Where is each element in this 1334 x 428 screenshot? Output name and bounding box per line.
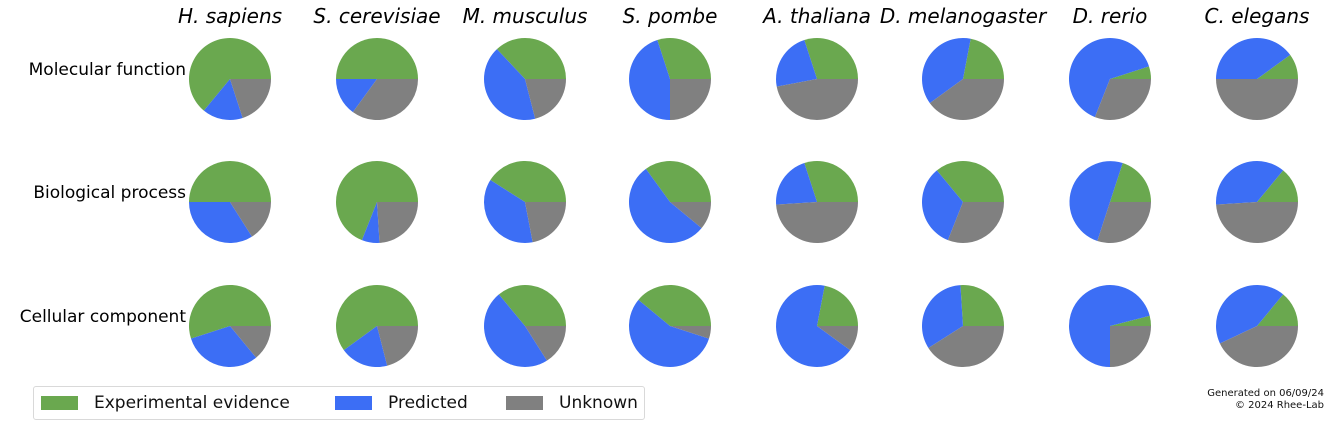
pie-slice-c-elegans-biological-process-predicted xyxy=(1215,161,1284,205)
pie-slice-d-melanogaster-cellular-component-experimental-evidence xyxy=(960,284,1004,326)
pie-slice-s-pombe-molecular-function-experimental-evidence xyxy=(657,38,711,79)
pie-slice-s-pombe-cellular-component-unknown xyxy=(670,326,711,339)
pie-slice-c-elegans-cellular-component-unknown xyxy=(1219,326,1298,368)
pie-slice-m-musculus-molecular-function-predicted xyxy=(483,49,536,121)
pie-slice-h-sapiens-biological-process-unknown xyxy=(230,202,271,237)
pie-slice-d-melanogaster-biological-process-predicted xyxy=(922,170,963,241)
pie-slice-c-elegans-molecular-function-predicted xyxy=(1216,37,1291,79)
pie-slice-a-thaliana-molecular-function-predicted xyxy=(776,40,817,87)
pie-slice-d-rerio-molecular-function-predicted xyxy=(1068,37,1149,118)
footer-credit: Generated on 06/09/24 © 2024 Rhee-Lab xyxy=(1207,388,1324,412)
pie-slice-h-sapiens-biological-process-experimental-evidence xyxy=(189,161,271,202)
species-title-c-elegans: C. elegans xyxy=(1205,4,1310,28)
pie-slice-s-cerevisiae-cellular-component-experimental-evidence xyxy=(336,285,418,351)
pie-slice-s-cerevisiae-molecular-function-experimental-evidence xyxy=(336,38,418,79)
footer-copyright: © 2024 Rhee-Lab xyxy=(1234,400,1324,411)
pie-slice-d-melanogaster-biological-process-unknown xyxy=(947,202,1004,243)
species-title-h-sapiens: H. sapiens xyxy=(178,4,282,28)
legend-label-experimental: Experimental evidence xyxy=(94,393,290,413)
pie-slice-d-rerio-cellular-component-predicted xyxy=(1068,285,1150,367)
pie-slice-d-melanogaster-cellular-component-unknown xyxy=(928,326,1004,368)
legend-swatch-unknown xyxy=(506,396,543,410)
pie-slice-m-musculus-cellular-component-predicted xyxy=(484,294,547,367)
pie-slice-s-pombe-molecular-function-unknown xyxy=(670,79,711,120)
pie-slice-d-melanogaster-molecular-function-unknown xyxy=(929,79,1004,121)
pie-slice-a-thaliana-biological-process-predicted xyxy=(775,163,817,205)
pie-slice-h-sapiens-cellular-component-experimental-evidence xyxy=(189,284,271,339)
row-label-cellular-component: Cellular component xyxy=(20,307,187,327)
pie-slice-m-musculus-biological-process-experimental-evidence xyxy=(490,160,566,202)
species-title-s-pombe: S. pombe xyxy=(623,4,718,28)
pie-slice-d-rerio-biological-process-unknown xyxy=(1097,202,1151,243)
pie-slice-a-thaliana-biological-process-unknown xyxy=(776,202,859,244)
species-title-d-melanogaster: D. melanogaster xyxy=(880,4,1048,28)
legend-label-predicted: Predicted xyxy=(388,393,468,413)
pie-slice-m-musculus-biological-process-unknown xyxy=(525,202,566,243)
species-title-d-rerio: D. rerio xyxy=(1073,4,1148,28)
pie-slice-h-sapiens-cellular-component-unknown xyxy=(230,326,271,358)
pie-slice-a-thaliana-cellular-component-predicted xyxy=(775,285,851,368)
pie-slice-c-elegans-biological-process-unknown xyxy=(1216,202,1298,244)
pie-slice-s-cerevisiae-biological-process-experimental-evidence xyxy=(335,160,418,241)
pie-slice-h-sapiens-molecular-function-unknown xyxy=(230,79,271,118)
pie-slice-h-sapiens-cellular-component-predicted xyxy=(191,326,257,367)
legend-label-unknown: Unknown xyxy=(559,393,638,413)
pie-slice-d-rerio-molecular-function-unknown xyxy=(1094,79,1151,120)
pie-slice-d-melanogaster-biological-process-experimental-evidence xyxy=(936,161,1004,202)
legend-item-predicted: Predicted xyxy=(335,387,468,419)
pie-slice-d-rerio-cellular-component-experimental-evidence xyxy=(1110,315,1151,326)
pie-slice-a-thaliana-cellular-component-unknown xyxy=(817,326,858,351)
species-title-s-cerevisiae: S. cerevisiae xyxy=(313,4,440,28)
pie-slice-a-thaliana-molecular-function-experimental-evidence xyxy=(804,38,858,79)
pie-slice-h-sapiens-molecular-function-experimental-evidence xyxy=(189,37,271,111)
pie-slice-s-cerevisiae-molecular-function-predicted xyxy=(336,79,377,113)
pie-slice-d-melanogaster-molecular-function-experimental-evidence xyxy=(963,38,1004,79)
legend-swatch-predicted xyxy=(335,396,372,410)
footer-generated-date: Generated on 06/09/24 xyxy=(1207,388,1324,399)
pie-slice-m-musculus-molecular-function-experimental-evidence xyxy=(496,37,567,79)
pie-slice-d-rerio-biological-process-experimental-evidence xyxy=(1110,163,1151,202)
pie-slice-s-cerevisiae-cellular-component-predicted xyxy=(343,326,388,367)
pie-slice-d-melanogaster-cellular-component-predicted xyxy=(921,285,963,348)
pie-slice-c-elegans-biological-process-experimental-evidence xyxy=(1257,170,1298,202)
pie-slice-d-rerio-biological-process-predicted xyxy=(1069,161,1123,241)
pie-slice-m-musculus-biological-process-predicted xyxy=(483,180,533,243)
legend-item-experimental: Experimental evidence xyxy=(41,387,290,419)
pie-slice-a-thaliana-biological-process-experimental-evidence xyxy=(804,161,858,202)
pie-slice-d-rerio-cellular-component-unknown xyxy=(1110,326,1151,367)
pie-slice-s-cerevisiae-biological-process-unknown xyxy=(377,202,418,243)
pie-slice-s-pombe-cellular-component-predicted xyxy=(628,299,709,368)
pie-slice-m-musculus-cellular-component-unknown xyxy=(525,326,566,361)
pie-slice-c-elegans-cellular-component-predicted xyxy=(1215,285,1284,344)
pie-slice-s-cerevisiae-biological-process-predicted xyxy=(361,202,380,244)
pie-slice-s-pombe-cellular-component-experimental-evidence xyxy=(638,285,711,326)
species-title-m-musculus: M. musculus xyxy=(463,4,588,28)
pie-slice-c-elegans-molecular-function-experimental-evidence xyxy=(1257,54,1298,79)
pie-slice-s-pombe-molecular-function-predicted xyxy=(629,40,670,121)
pie-slice-a-thaliana-molecular-function-unknown xyxy=(776,79,858,120)
pie-slice-d-rerio-molecular-function-experimental-evidence xyxy=(1110,66,1151,79)
pie-slice-h-sapiens-molecular-function-predicted xyxy=(203,79,243,120)
pie-slice-h-sapiens-biological-process-predicted xyxy=(189,202,252,244)
pie-slice-c-elegans-molecular-function-unknown xyxy=(1216,79,1298,120)
pie-slice-s-pombe-biological-process-unknown xyxy=(670,202,711,229)
legend-swatch-experimental xyxy=(41,396,78,410)
pie-slice-d-melanogaster-molecular-function-predicted xyxy=(922,38,971,104)
pie-slice-m-musculus-molecular-function-unknown xyxy=(525,79,566,119)
pie-slice-c-elegans-cellular-component-experimental-evidence xyxy=(1257,294,1298,326)
pie-slice-s-pombe-biological-process-experimental-evidence xyxy=(645,160,711,202)
pie-slice-s-cerevisiae-cellular-component-unknown xyxy=(377,326,418,366)
pie-slice-s-cerevisiae-molecular-function-unknown xyxy=(352,79,418,121)
legend-item-unknown: Unknown xyxy=(506,387,638,419)
species-title-a-thaliana: A. thaliana xyxy=(761,4,871,28)
pie-slice-a-thaliana-cellular-component-experimental-evidence xyxy=(817,285,858,326)
pie-slice-s-pombe-biological-process-predicted xyxy=(628,168,702,244)
row-label-biological-process: Biological process xyxy=(33,183,186,203)
pie-slice-m-musculus-cellular-component-experimental-evidence xyxy=(498,285,566,326)
row-label-molecular-function: Molecular function xyxy=(29,60,186,80)
legend: Experimental evidence Predicted Unknown xyxy=(33,386,645,420)
